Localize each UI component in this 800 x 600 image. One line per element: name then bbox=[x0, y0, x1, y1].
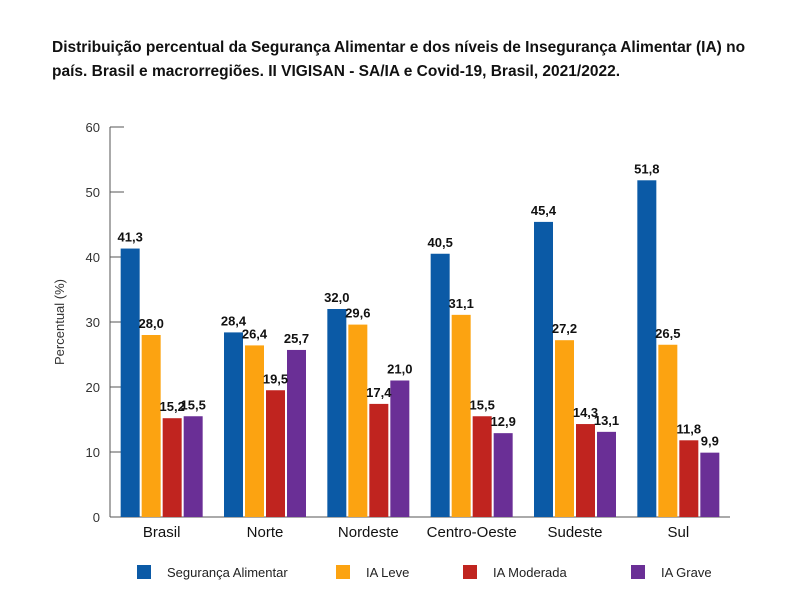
y-axis-label: Percentual (%) bbox=[52, 279, 67, 365]
bar-centro-oeste-s2 bbox=[472, 416, 492, 517]
bar-sul-s1 bbox=[658, 344, 678, 517]
bar-sudeste-s0 bbox=[534, 221, 553, 517]
chart-title: Distribuição percentual da Segurança Ali… bbox=[52, 39, 746, 80]
legend-swatch bbox=[336, 565, 350, 579]
data-label: 9,9 bbox=[701, 434, 719, 449]
y-tick-label: 10 bbox=[86, 445, 100, 460]
bar-nordeste-s1 bbox=[348, 324, 368, 517]
data-label: 14,3 bbox=[573, 405, 598, 420]
legend-entry: Segurança Alimentar bbox=[167, 565, 288, 580]
y-tick-label: 60 bbox=[86, 120, 100, 135]
legend-entry: IA Moderada bbox=[493, 565, 567, 580]
y-tick-label: 40 bbox=[86, 250, 100, 265]
chart-data-labels: 41,328,015,215,528,426,419,525,732,029,6… bbox=[118, 161, 719, 448]
y-tick-label: 0 bbox=[93, 510, 100, 525]
bar-norte-s0 bbox=[224, 332, 243, 517]
bar-nordeste-s0 bbox=[327, 309, 347, 517]
x-category-label: Norte bbox=[247, 524, 284, 541]
data-label: 28,4 bbox=[221, 313, 247, 328]
bar-nordeste-s2 bbox=[369, 403, 389, 517]
bar-brasil-s0 bbox=[120, 248, 140, 518]
x-category-label: Nordeste bbox=[338, 524, 399, 541]
bar-sudeste-s3 bbox=[597, 431, 616, 517]
bar-sul-s0 bbox=[637, 180, 657, 518]
chart-axes: 0 10 20 30 40 50 60 Percentual (%) Brasil Norte No… bbox=[52, 120, 730, 541]
chart-bars bbox=[120, 180, 720, 518]
bar-brasil-s3 bbox=[183, 416, 203, 517]
y-tick-label: 20 bbox=[86, 380, 100, 395]
data-label: 15,5 bbox=[181, 397, 206, 412]
data-label: 28,0 bbox=[139, 316, 164, 331]
data-label: 13,1 bbox=[594, 413, 619, 428]
bar-sul-s3 bbox=[700, 452, 720, 517]
data-label: 27,2 bbox=[552, 321, 577, 336]
data-label: 51,8 bbox=[634, 161, 659, 176]
bar-sudeste-s1 bbox=[555, 340, 574, 517]
legend-swatch bbox=[137, 565, 151, 579]
bar-nordeste-s3 bbox=[390, 380, 410, 517]
bar-centro-oeste-s3 bbox=[493, 433, 513, 517]
bar-centro-oeste-s0 bbox=[430, 253, 450, 517]
data-label: 45,4 bbox=[531, 203, 557, 218]
data-label: 29,6 bbox=[345, 306, 370, 321]
data-label: 15,5 bbox=[470, 397, 495, 412]
bar-sul-s2 bbox=[679, 440, 699, 517]
bar-centro-oeste-s1 bbox=[451, 314, 471, 517]
legend-entry: IA Leve bbox=[366, 565, 409, 580]
data-label: 31,1 bbox=[449, 296, 474, 311]
bar-norte-s3 bbox=[287, 349, 306, 517]
data-label: 15,2 bbox=[160, 399, 185, 414]
data-label: 12,9 bbox=[491, 414, 516, 429]
chart-legend: Segurança Alimentar IA Leve IA Moderada IA … bbox=[137, 565, 712, 580]
legend-entry: IA Grave bbox=[661, 565, 712, 580]
data-label: 25,7 bbox=[284, 331, 309, 346]
data-label: 26,4 bbox=[242, 326, 268, 341]
x-category-label: Sudeste bbox=[547, 524, 602, 541]
data-label: 11,8 bbox=[677, 421, 702, 436]
bar-norte-s1 bbox=[245, 345, 264, 517]
legend-swatch bbox=[463, 565, 477, 579]
data-label: 19,5 bbox=[263, 371, 288, 386]
bar-brasil-s1 bbox=[141, 335, 161, 517]
bar-sudeste-s2 bbox=[576, 424, 595, 517]
legend-swatch bbox=[631, 565, 645, 579]
x-category-label: Sul bbox=[667, 524, 689, 541]
y-tick-label: 30 bbox=[86, 315, 100, 330]
x-category-label: Brasil bbox=[143, 524, 181, 541]
data-label: 26,5 bbox=[655, 326, 680, 341]
data-label: 21,0 bbox=[387, 362, 412, 377]
x-category-label: Centro-Oeste bbox=[427, 524, 517, 541]
bar-norte-s2 bbox=[266, 390, 285, 517]
bar-brasil-s2 bbox=[162, 418, 182, 517]
data-label: 40,5 bbox=[428, 235, 453, 250]
y-tick-label: 50 bbox=[86, 185, 100, 200]
data-label: 17,4 bbox=[366, 385, 392, 400]
data-label: 41,3 bbox=[118, 230, 143, 245]
data-label: 32,0 bbox=[324, 290, 349, 305]
